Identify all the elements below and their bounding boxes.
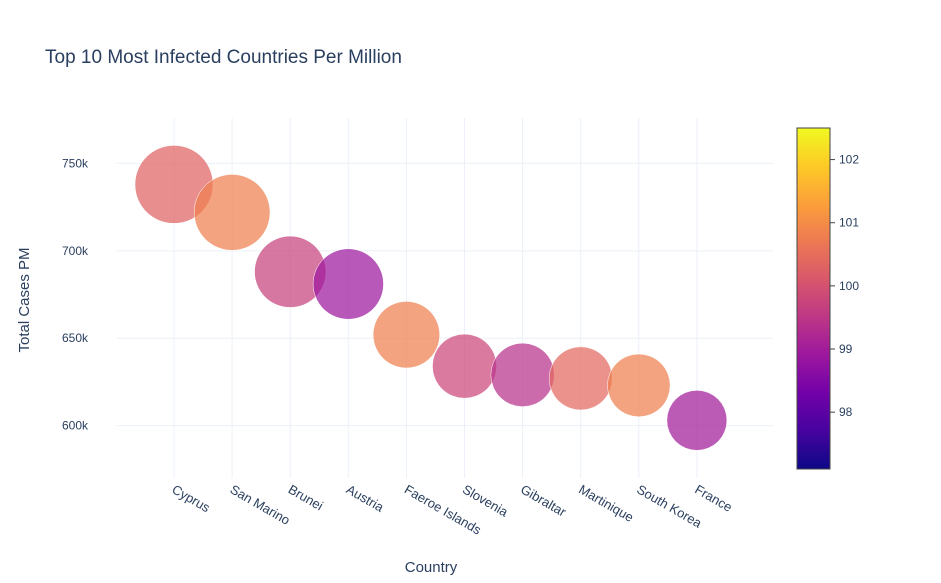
colorbar-gradient xyxy=(796,127,831,470)
x-tick-label: Martinique xyxy=(576,482,636,525)
x-axis-title: Country xyxy=(405,559,458,576)
colorbar-tick-label: 101 xyxy=(839,216,859,230)
bubble-austria[interactable] xyxy=(312,248,384,320)
x-tick-label: Cyprus xyxy=(170,482,214,516)
chart-title: Top 10 Most Infected Countries Per Milli… xyxy=(45,47,402,68)
colorbar-tick-label: 98 xyxy=(839,405,853,419)
bubble-martinique[interactable] xyxy=(548,346,613,411)
bubble-gibraltar[interactable] xyxy=(490,342,555,407)
y-tick-labels: 600k 650k 700k 750k xyxy=(62,156,89,432)
bubbles xyxy=(134,145,728,451)
colorbar: 98 99 100 101 102 xyxy=(796,127,859,470)
x-tick-label: South Korea xyxy=(634,482,705,532)
y-axis-title: Total Cases PM xyxy=(16,247,33,352)
x-tick-label: Austria xyxy=(344,482,387,516)
y-tick-label: 600k xyxy=(62,419,89,433)
y-tick-label: 700k xyxy=(62,244,89,258)
grid xyxy=(117,118,773,478)
x-tick-label: Brunei xyxy=(286,482,326,514)
bubble-slovenia[interactable] xyxy=(432,333,497,399)
x-tick-label: Gibraltar xyxy=(518,482,569,520)
bubble-faeroe-islands[interactable] xyxy=(372,301,440,369)
bubble-france[interactable] xyxy=(666,390,728,451)
bubble-south-korea[interactable] xyxy=(607,353,671,417)
x-tick-label: San Marino xyxy=(228,482,293,528)
y-tick-label: 750k xyxy=(62,156,89,170)
y-tick-label: 650k xyxy=(62,331,89,345)
colorbar-tick-label: 100 xyxy=(839,279,859,293)
x-tick-label: France xyxy=(692,482,735,515)
bubble-san-marino[interactable] xyxy=(193,174,271,251)
colorbar-tick-label: 102 xyxy=(839,153,859,167)
colorbar-tick-label: 99 xyxy=(839,342,853,356)
